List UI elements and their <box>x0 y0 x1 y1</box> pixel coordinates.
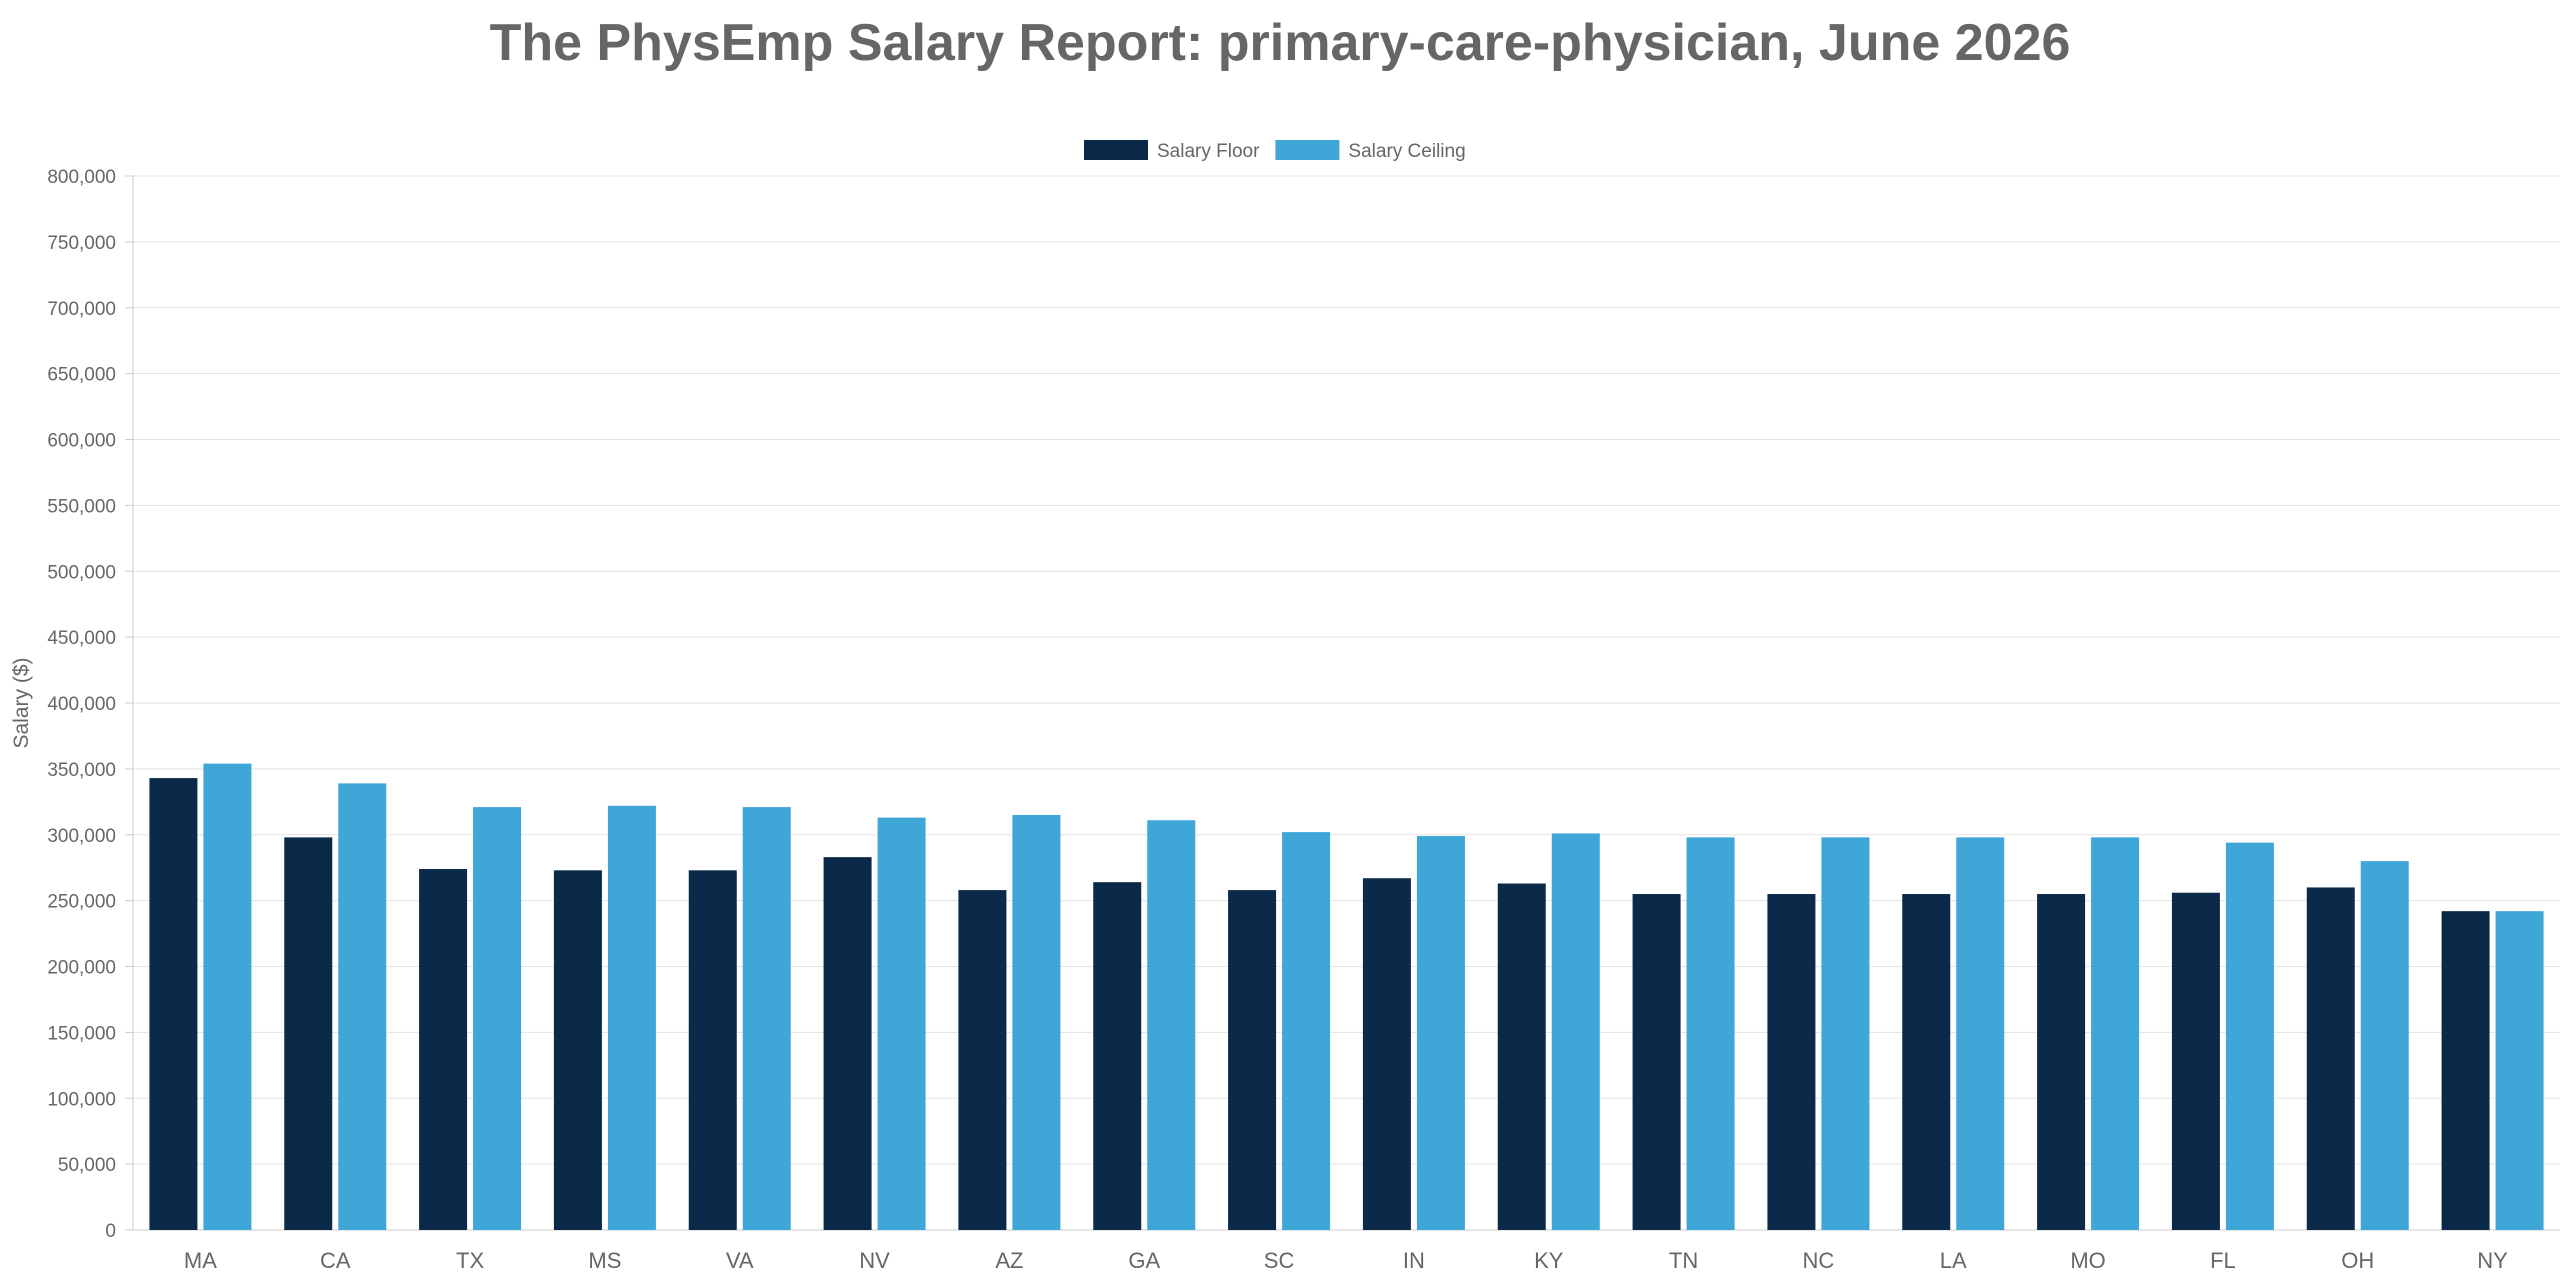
x-tick-label: FL <box>2210 1248 2236 1273</box>
bar-salary-floor[interactable] <box>2171 892 2220 1230</box>
bar-salary-floor[interactable] <box>823 857 872 1230</box>
bar-salary-ceiling[interactable] <box>607 805 656 1230</box>
bar-salary-ceiling[interactable] <box>1686 837 1735 1230</box>
bar-salary-floor[interactable] <box>2306 887 2355 1230</box>
grid-layer <box>133 175 2560 1231</box>
y-tick-label: 500,000 <box>47 562 116 583</box>
bar-salary-ceiling[interactable] <box>1956 837 2005 1230</box>
y-tick-label: 700,000 <box>47 299 116 320</box>
bar-salary-floor[interactable] <box>1497 883 1546 1230</box>
bar-salary-floor[interactable] <box>149 778 198 1230</box>
bar-salary-ceiling[interactable] <box>203 763 252 1230</box>
x-tick-label: GA <box>1128 1248 1160 1273</box>
x-tick-label: LA <box>1940 1248 1967 1273</box>
x-tick-label: NV <box>859 1248 890 1273</box>
x-tick-label: MS <box>588 1248 621 1273</box>
y-axis-title: Salary ($) <box>10 657 33 748</box>
bars-layer <box>149 763 2544 1230</box>
x-tick-label: TX <box>456 1248 484 1273</box>
y-tick-label: 650,000 <box>47 365 116 386</box>
bar-salary-ceiling[interactable] <box>742 807 791 1230</box>
x-tick-label: KY <box>1534 1248 1564 1273</box>
legend[interactable]: Salary Floor Salary Ceiling <box>1084 140 1466 162</box>
x-tick-label: MO <box>2070 1248 2105 1273</box>
bar-salary-ceiling[interactable] <box>1282 832 1331 1230</box>
bar-salary-floor[interactable] <box>1632 894 1681 1230</box>
bar-salary-ceiling[interactable] <box>338 783 387 1230</box>
bar-salary-ceiling[interactable] <box>2225 842 2274 1230</box>
bar-salary-ceiling[interactable] <box>1012 814 1061 1230</box>
chart-title: The PhysEmp Salary Report: primary-care-… <box>490 14 2071 72</box>
y-tick-label: 550,000 <box>47 496 116 517</box>
y-tick-label: 450,000 <box>47 628 116 649</box>
x-tick-label: AZ <box>995 1248 1023 1273</box>
y-tick-label: 200,000 <box>47 958 116 979</box>
x-tick-label: NY <box>2477 1248 2508 1273</box>
bar-salary-ceiling[interactable] <box>1821 837 1870 1230</box>
legend-swatch <box>1275 140 1340 160</box>
x-tick-label: MA <box>184 1248 217 1273</box>
x-tick-label: SC <box>1264 1248 1295 1273</box>
x-tick-label: NC <box>1803 1248 1835 1273</box>
legend-label: Salary Ceiling <box>1348 141 1465 162</box>
x-tick-label: TN <box>1669 1248 1698 1273</box>
y-tick-label: 150,000 <box>47 1023 116 1044</box>
legend-label: Salary Floor <box>1157 141 1260 162</box>
bar-salary-floor[interactable] <box>1902 894 1951 1230</box>
bar-salary-floor[interactable] <box>2441 911 2490 1230</box>
legend-swatch <box>1084 140 1148 160</box>
legend-item[interactable]: Salary Ceiling <box>1275 140 1466 162</box>
y-tick-label: 800,000 <box>47 167 116 188</box>
x-tick-label: CA <box>320 1248 351 1273</box>
bar-salary-floor[interactable] <box>419 869 468 1230</box>
bar-salary-floor[interactable] <box>688 870 737 1230</box>
legend-item[interactable]: Salary Floor <box>1084 140 1260 162</box>
y-tick-label: 0 <box>105 1221 116 1242</box>
bar-salary-ceiling[interactable] <box>1551 833 1600 1230</box>
bar-salary-floor[interactable] <box>284 837 333 1230</box>
bar-salary-ceiling[interactable] <box>473 807 522 1230</box>
y-tick-label: 600,000 <box>47 431 116 452</box>
x-axis-labels: MA CA TX MS VA NV AZ GA SC IN KY TN NC LA MO FL OH NY <box>184 1248 2508 1273</box>
bar-salary-ceiling[interactable] <box>1147 820 1196 1230</box>
y-tick-label: 400,000 <box>47 694 116 715</box>
bar-salary-ceiling[interactable] <box>2091 837 2140 1230</box>
y-tick-label: 250,000 <box>47 892 116 913</box>
bar-salary-floor[interactable] <box>1093 882 1142 1230</box>
bar-salary-ceiling[interactable] <box>1416 836 1465 1230</box>
bar-salary-ceiling[interactable] <box>877 817 926 1230</box>
x-tick-label: IN <box>1403 1248 1425 1273</box>
y-tick-label: 100,000 <box>47 1089 116 1110</box>
y-tick-label: 750,000 <box>47 233 116 254</box>
bar-salary-floor[interactable] <box>1767 894 1816 1230</box>
y-tick-label: 350,000 <box>47 760 116 781</box>
bar-salary-ceiling[interactable] <box>2495 911 2544 1230</box>
bar-salary-floor[interactable] <box>958 890 1007 1230</box>
bar-salary-ceiling[interactable] <box>2360 861 2409 1230</box>
bar-salary-floor[interactable] <box>1228 890 1277 1230</box>
y-tick-label: 50,000 <box>58 1155 116 1176</box>
x-tick-label: VA <box>726 1248 754 1273</box>
bar-salary-floor[interactable] <box>1362 878 1411 1230</box>
bar-salary-floor[interactable] <box>553 870 602 1230</box>
axis-layer: 0 50,000 100,000 150,000 200,000 250,000 300,0… <box>47 167 134 1242</box>
x-tick-label: OH <box>2341 1248 2374 1273</box>
y-tick-label: 300,000 <box>47 826 116 847</box>
bar-salary-floor[interactable] <box>2037 894 2086 1230</box>
